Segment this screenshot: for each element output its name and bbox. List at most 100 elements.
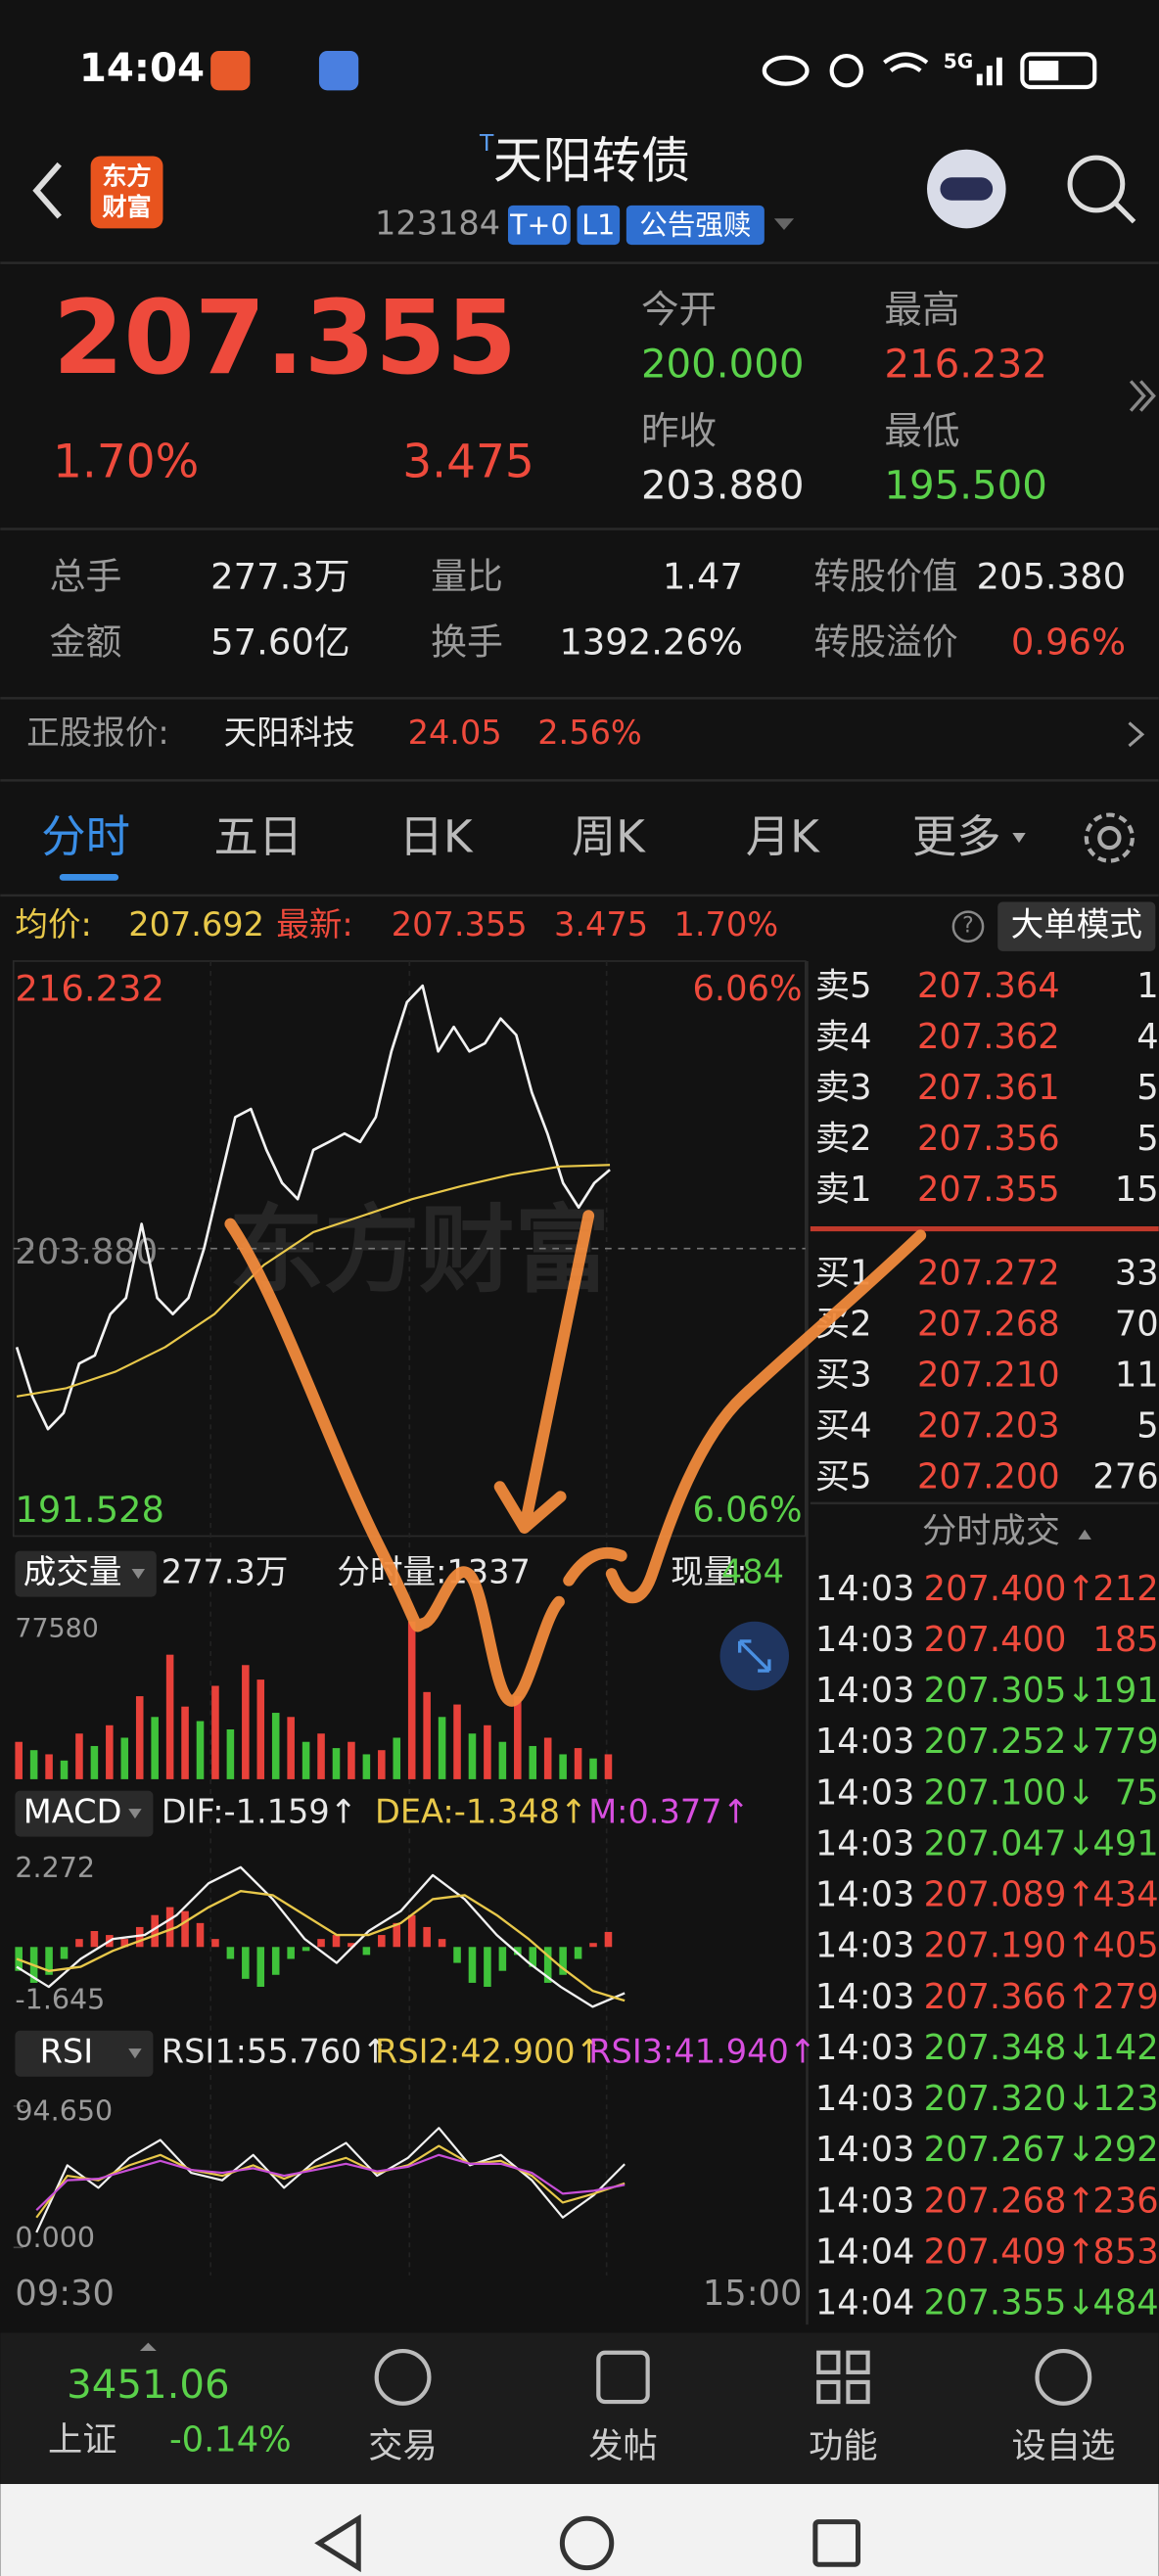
macd-bar [589, 1943, 597, 1948]
system-nav[interactable] [314, 2513, 861, 2573]
tag-bg [507, 205, 571, 246]
trade-volume: 185 [1092, 1620, 1158, 1660]
tag-bg [626, 205, 765, 246]
tab[interactable]: 分时 [41, 810, 130, 862]
tab[interactable]: 更多 [912, 810, 1001, 862]
index-name: 上证 [48, 2419, 117, 2460]
app-logo[interactable] [90, 156, 163, 229]
volume-bar [287, 1717, 295, 1779]
book-volume: 5 [1136, 1119, 1158, 1159]
macd-bar [301, 1947, 310, 1952]
index-arrow[interactable] [139, 2342, 157, 2352]
tab[interactable]: 月K [746, 810, 820, 862]
tab[interactable]: 五日 [214, 810, 303, 862]
detail-label: 转股价值 [813, 555, 958, 597]
volume-bar [60, 1760, 69, 1779]
volume-bar [135, 1696, 144, 1779]
nav-item[interactable]: 发帖 [588, 2426, 658, 2466]
macd-bar [484, 1947, 491, 1987]
volume-label[interactable]: 成交量 [23, 1553, 122, 1591]
detail-value: 0.96% [1011, 621, 1126, 664]
mode-button[interactable] [997, 901, 1156, 951]
tab[interactable]: 周K [572, 810, 646, 862]
volume-bar [468, 1733, 477, 1779]
trade-time: 14:03 [815, 2130, 915, 2170]
status-time: 14:04 [79, 46, 205, 91]
title: 天阳转债 [493, 131, 690, 189]
book-volume: 276 [1092, 1457, 1158, 1497]
volume-bar [271, 1713, 280, 1779]
volume-total: 277.3万 [162, 1553, 289, 1591]
volume-selector[interactable] [15, 1550, 157, 1597]
volume-bar [165, 1654, 174, 1779]
settings-button[interactable] [1084, 812, 1135, 863]
macd-bar [438, 1939, 446, 1948]
stock-name[interactable]: 天阳科技 [224, 713, 355, 752]
change: 3.475 [402, 436, 534, 489]
selector-arrows [128, 1529, 1091, 2059]
volume-bar [151, 1717, 159, 1779]
expand-chart-button[interactable] [719, 1621, 790, 1691]
volume-bar [423, 1691, 431, 1779]
book-price: 207.210 [917, 1356, 1060, 1396]
more-dropdown[interactable] [1012, 833, 1026, 844]
macd-bar [514, 1947, 522, 1955]
macd-bar [362, 1947, 371, 1955]
nav-item[interactable]: 设自选 [1011, 2426, 1115, 2466]
rsi-1: RSI1:55.760↑ [162, 2033, 390, 2071]
help-mark: ? [962, 914, 974, 939]
index-value[interactable]: 3451.06 [67, 2363, 230, 2408]
status-icons [210, 51, 1097, 91]
search-button[interactable] [1067, 155, 1136, 224]
book-volume: 11 [1115, 1356, 1159, 1396]
trade-volume: 279 [1092, 1977, 1158, 2017]
volume-bar [393, 1737, 401, 1779]
book-price: 207.361 [917, 1068, 1060, 1108]
macd-bar [407, 1914, 416, 1948]
macd-bar [378, 1935, 386, 1948]
macd-label[interactable]: MACD [23, 1793, 122, 1831]
tab[interactable]: 日K [399, 810, 474, 862]
nav-item[interactable]: 功能 [809, 2426, 878, 2466]
trade-price: 207.089↑ [924, 1875, 1095, 1915]
system-nav-bg [0, 2484, 1159, 2576]
macd-bar [226, 1947, 235, 1959]
detail-label: 金额 [50, 621, 122, 664]
assistant-icon[interactable] [927, 149, 1006, 229]
back-button[interactable] [32, 161, 62, 219]
volume-bar [498, 1741, 507, 1779]
macd-bar [181, 1910, 189, 1948]
annotation [224, 1210, 927, 1707]
mode-label[interactable]: 大单模式 [1011, 905, 1142, 943]
trade-time: 14:03 [815, 1722, 915, 1762]
stock-link-arrow [1128, 721, 1145, 748]
volume-bar [362, 1754, 371, 1779]
macd-bar [529, 1947, 537, 1967]
expand-arrow[interactable] [1129, 380, 1156, 412]
rsi-selector[interactable] [15, 2030, 154, 2077]
macd-bar [317, 1939, 325, 1948]
rsi-label[interactable]: RSI [40, 2033, 94, 2071]
macd-selector[interactable] [15, 1790, 154, 1837]
tags-dropdown[interactable] [773, 218, 795, 230]
help-icon[interactable] [951, 910, 985, 943]
logo-text: 财富 [102, 193, 151, 221]
trade-price: 207.305↓ [924, 1671, 1095, 1711]
detail-label: 换手 [431, 621, 503, 664]
tag: L1 [581, 209, 615, 242]
book-price: 207.200 [917, 1457, 1060, 1497]
trade-price: 207.100↓ [924, 1772, 1095, 1813]
nav-item[interactable]: 交易 [368, 2426, 438, 2466]
trades-title[interactable]: 分时成交 [922, 1511, 1060, 1551]
volume-bar [407, 1621, 416, 1779]
macd-bar [90, 1930, 99, 1948]
macd-bar [498, 1947, 507, 1971]
volume-bar [106, 1725, 114, 1779]
trade-time: 14:03 [815, 1772, 915, 1813]
watermark: 东方财富 [229, 1195, 610, 1306]
trade-time: 14:03 [815, 1620, 915, 1660]
book-volume: 5 [1136, 1406, 1158, 1447]
detail-label: 量比 [431, 555, 503, 597]
book-label: 买4 [815, 1406, 872, 1447]
avg-line [16, 1164, 611, 1398]
